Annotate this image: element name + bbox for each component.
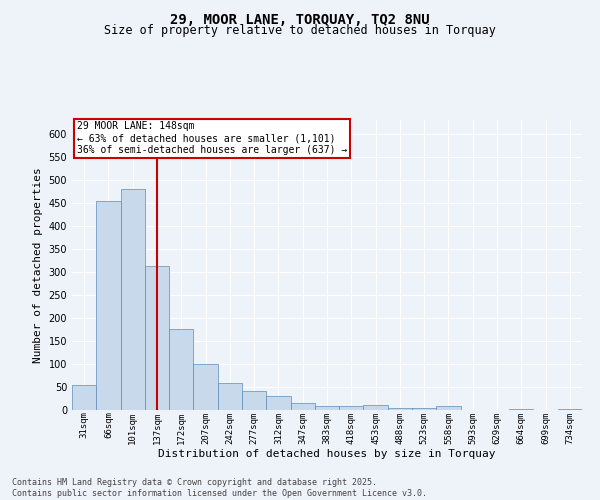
Text: Contains HM Land Registry data © Crown copyright and database right 2025.
Contai: Contains HM Land Registry data © Crown c… — [12, 478, 427, 498]
Bar — [145, 266, 169, 410]
Bar — [169, 330, 193, 410]
Bar — [121, 189, 145, 410]
Bar — [242, 390, 266, 410]
Bar — [388, 408, 412, 410]
Bar — [558, 409, 582, 410]
X-axis label: Distribution of detached houses by size in Torquay: Distribution of detached houses by size … — [158, 449, 496, 459]
Bar — [509, 409, 533, 410]
Bar — [339, 406, 364, 410]
Bar — [315, 406, 339, 410]
Bar — [412, 408, 436, 410]
Bar — [364, 406, 388, 410]
Bar — [96, 200, 121, 410]
Bar — [193, 364, 218, 410]
Bar — [218, 384, 242, 410]
Bar — [266, 396, 290, 410]
Bar — [72, 384, 96, 410]
Bar — [436, 406, 461, 410]
Bar — [290, 403, 315, 410]
Text: Size of property relative to detached houses in Torquay: Size of property relative to detached ho… — [104, 24, 496, 37]
Y-axis label: Number of detached properties: Number of detached properties — [33, 167, 43, 363]
Text: 29, MOOR LANE, TORQUAY, TQ2 8NU: 29, MOOR LANE, TORQUAY, TQ2 8NU — [170, 12, 430, 26]
Text: 29 MOOR LANE: 148sqm
← 63% of detached houses are smaller (1,101)
36% of semi-de: 29 MOOR LANE: 148sqm ← 63% of detached h… — [77, 122, 347, 154]
